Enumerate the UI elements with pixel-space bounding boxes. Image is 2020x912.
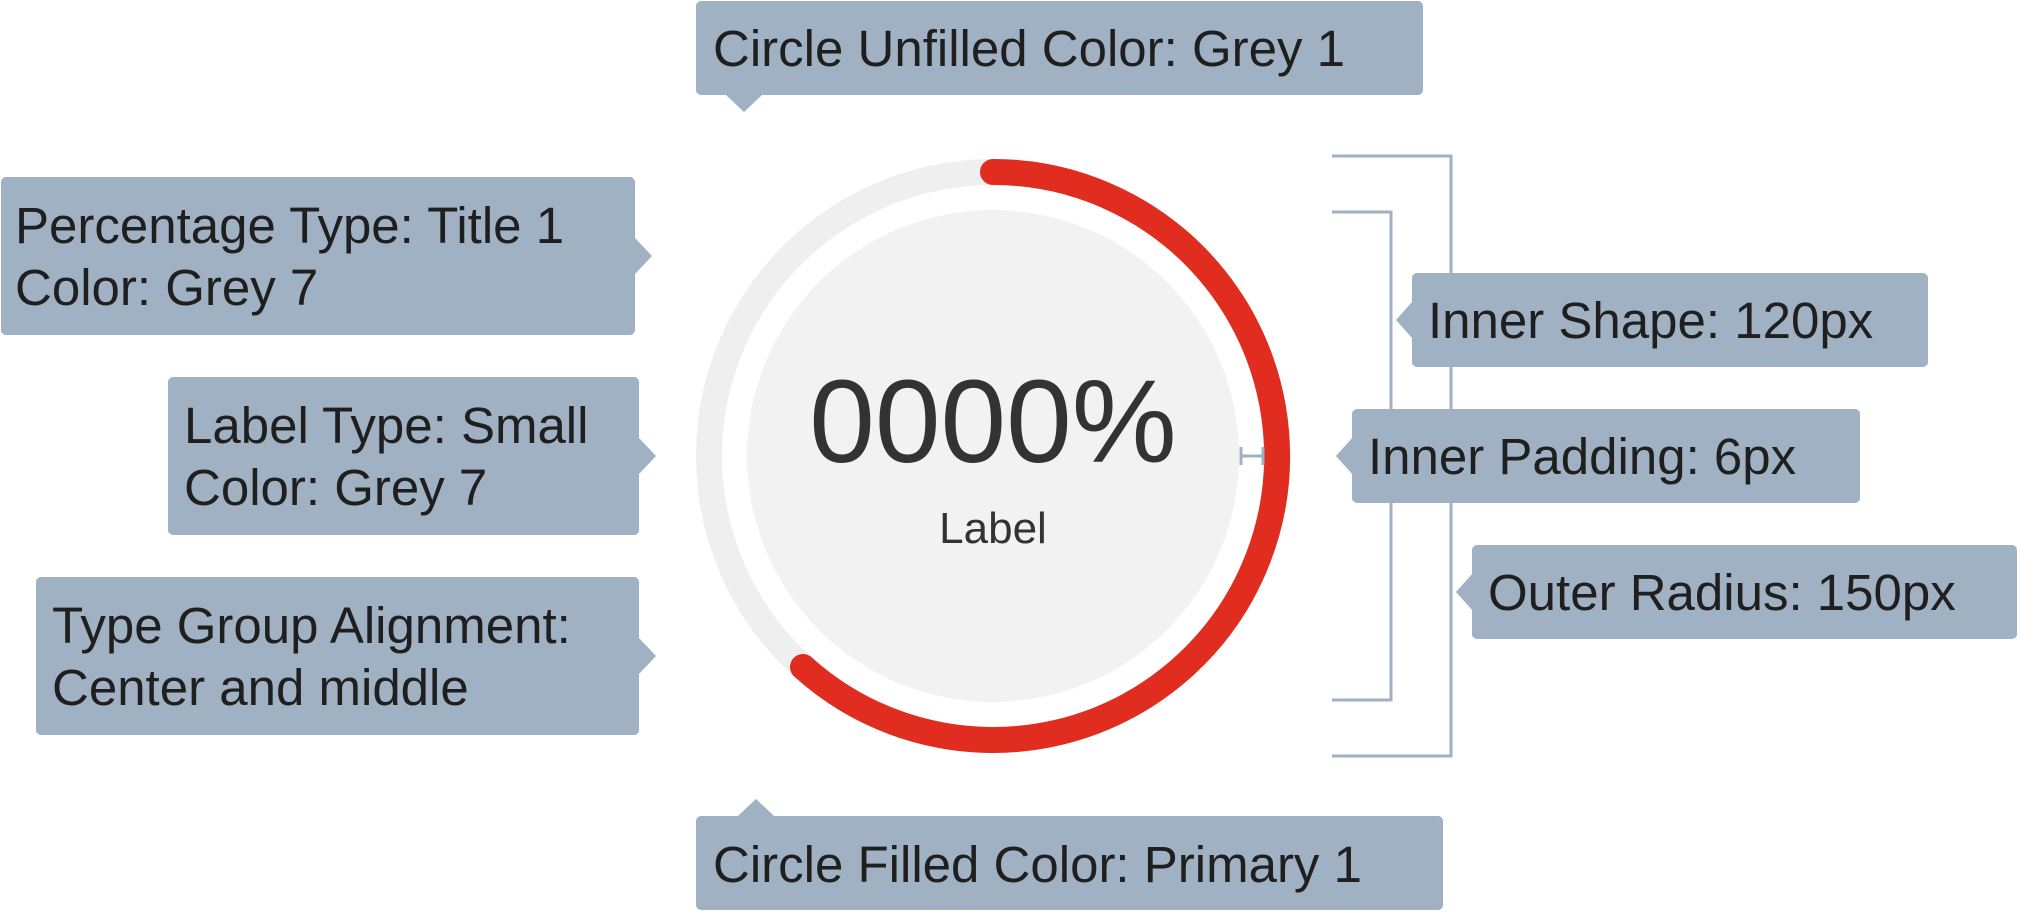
progress-gauge: 0000% Label xyxy=(696,159,1291,753)
callout-unfilled-color: Circle Unfilled Color: Grey 1 xyxy=(696,1,1423,112)
callout-filled-color-text: Circle Filled Color: Primary 1 xyxy=(713,836,1362,893)
callout-unfilled-color-text: Circle Unfilled Color: Grey 1 xyxy=(713,20,1345,77)
inner-shape-disc xyxy=(747,210,1239,702)
callout-outer-radius: Outer Radius: 150px xyxy=(1456,545,2017,639)
callout-filled-color: Circle Filled Color: Primary 1 xyxy=(696,799,1443,910)
callout-outer-radius-text: Outer Radius: 150px xyxy=(1488,564,1956,621)
callout-percentage-type-line1: Percentage Type: Title 1 xyxy=(15,197,564,254)
percentage-value: 0000% xyxy=(809,356,1176,488)
callout-percentage-type: Percentage Type: Title 1 Color: Grey 7 xyxy=(1,177,652,335)
callout-label-type-line1: Label Type: Small xyxy=(184,397,588,454)
callout-alignment-line1: Type Group Alignment: xyxy=(52,597,571,654)
callout-alignment: Type Group Alignment: Center and middle xyxy=(36,577,656,735)
callout-label-type-line2: Color: Grey 7 xyxy=(184,459,487,516)
callout-percentage-type-line2: Color: Grey 7 xyxy=(15,259,318,316)
callout-alignment-line2: Center and middle xyxy=(52,659,469,716)
filled-progress-arc xyxy=(790,159,1291,753)
callout-inner-shape: Inner Shape: 120px xyxy=(1396,273,1928,367)
gauge-label: Label xyxy=(939,504,1047,553)
callout-label-type: Label Type: Small Color: Grey 7 xyxy=(168,377,656,535)
inner-padding-marker xyxy=(1239,447,1265,465)
callout-inner-shape-text: Inner Shape: 120px xyxy=(1428,292,1873,349)
callout-inner-padding: Inner Padding: 6px xyxy=(1336,409,1860,503)
callout-inner-padding-text: Inner Padding: 6px xyxy=(1368,428,1796,485)
